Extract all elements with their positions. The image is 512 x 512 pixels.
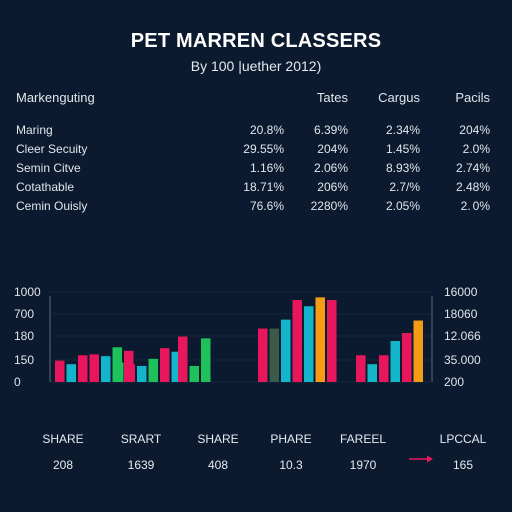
table-cell: 2. 0%: [460, 199, 490, 213]
summary-item: PHARE 10.3: [256, 432, 326, 472]
table-cell: 2280%: [310, 199, 348, 213]
bar: [66, 364, 76, 382]
header-col-3: Pacils: [455, 90, 490, 105]
summary-item: LPCCAL 165: [428, 432, 498, 472]
table-cell: 20.8%: [249, 123, 284, 137]
bar: [413, 320, 423, 382]
summary-item: FAREEL 1970: [328, 432, 398, 472]
summary-value: 208: [52, 458, 74, 472]
header-col-2: Cargus: [378, 90, 420, 105]
bar: [171, 351, 181, 382]
table-cell: 2.7/%: [389, 180, 420, 194]
table-cell: 2.74%: [455, 161, 490, 175]
table-cell: 1.16%: [249, 161, 284, 175]
bar: [379, 355, 389, 382]
bar: [356, 355, 366, 382]
row-label: Cotathable: [16, 180, 75, 194]
bar: [367, 364, 377, 382]
left-tick-label: 1000: [14, 285, 41, 299]
bar-chart: 1000 700 180 150 0 16000 18060 12.066 35.000 200: [14, 285, 481, 389]
bar: [125, 364, 135, 382]
summary-label: SHARE: [42, 432, 84, 446]
bar: [89, 354, 99, 382]
bar: [160, 348, 170, 382]
bar: [101, 356, 111, 382]
table-cell: 2.48%: [455, 180, 490, 194]
arrow-right-icon: [409, 455, 433, 463]
table-cell: 2.0%: [462, 142, 490, 156]
bar: [148, 358, 158, 382]
bar: [189, 365, 199, 382]
left-tick-label: 150: [14, 353, 34, 367]
table-cell: 204%: [317, 142, 348, 156]
table-cell: 2.06%: [313, 161, 348, 175]
table-cell: 76.6%: [249, 199, 284, 213]
table-row: Semin Citve 1.16% 2.06% 8.93% 2.74%: [16, 159, 490, 178]
table-row: Cleer Secuity 29.55% 204% 1.45% 2.0%: [16, 140, 490, 159]
table-header-row: Markenguting Tates Cargus Pacils: [16, 86, 490, 121]
header-col-1: Tates: [316, 90, 348, 105]
summary-item: SHARE 208: [28, 432, 98, 472]
table-cell: 18.71%: [243, 180, 284, 194]
header-blank: [186, 86, 284, 121]
right-tick-label: 35.000: [444, 353, 481, 367]
summary-value: 1970: [349, 458, 377, 472]
bar: [201, 338, 211, 382]
table-row: Cemin Ouisly 76.6% 2280% 2.05% 2. 0%: [16, 197, 490, 216]
bar: [390, 341, 400, 382]
table-row: Cotathable 18.71% 206% 2.7/% 2.48%: [16, 178, 490, 197]
right-tick-label: 16000: [444, 285, 478, 299]
summary-item: SRART 1639: [106, 432, 176, 472]
table-cell: 1.45%: [385, 142, 420, 156]
table-cell: 29.55%: [243, 142, 284, 156]
table-row: Maring 20.8% 6.39% 2.34% 204%: [16, 121, 490, 140]
row-label: Maring: [16, 123, 53, 137]
row-label: Cleer Secuity: [16, 142, 88, 156]
bar: [114, 362, 124, 382]
chart-subtitle: By 100 |uether 2012): [190, 58, 322, 74]
bar: [327, 300, 337, 382]
summary-value: 10.3: [279, 458, 303, 472]
table-cell: 2.05%: [385, 199, 420, 213]
summary-value: 408: [207, 458, 229, 472]
table-cell: 204%: [459, 123, 490, 137]
summary-item: SHARE 408: [183, 432, 253, 472]
bar: [137, 365, 147, 382]
bar: [304, 306, 314, 382]
summary-value: 1639: [127, 458, 155, 472]
bar: [178, 336, 188, 382]
summary-value: 165: [452, 458, 474, 472]
table-cell: 206%: [317, 180, 348, 194]
bar: [315, 297, 325, 382]
row-label: Semin Citve: [16, 161, 81, 175]
bar: [78, 355, 88, 382]
summary-label: SRART: [120, 432, 162, 446]
left-tick-label: 0: [14, 375, 21, 389]
summary-label: PHARE: [270, 432, 312, 446]
bar: [258, 328, 268, 382]
right-tick-label: 200: [444, 375, 464, 389]
summary-label: FAREEL: [339, 432, 387, 446]
stats-table: Markenguting Tates Cargus Pacils Maring …: [16, 86, 490, 216]
bar: [402, 333, 412, 382]
left-tick-label: 700: [14, 307, 34, 321]
summary-label: LPCCAL: [439, 432, 487, 446]
chart-title: PET MARREN CLASSERS: [130, 30, 382, 52]
bar: [281, 319, 291, 382]
right-tick-label: 18060: [444, 307, 478, 321]
bar: [55, 360, 65, 382]
bar: [269, 328, 279, 382]
bar: [292, 300, 302, 382]
summary-footer: SHARE 208 SRART 1639 SHARE 408 PHARE 10.…: [28, 432, 498, 482]
table-cell: 6.39%: [313, 123, 348, 137]
table-cell: 8.93%: [385, 161, 420, 175]
right-tick-label: 12.066: [444, 329, 481, 343]
row-label: Cemin Ouisly: [16, 199, 88, 213]
left-tick-label: 180: [14, 329, 34, 343]
summary-label: SHARE: [197, 432, 239, 446]
header-label: Markenguting: [16, 90, 95, 105]
table-cell: 2.34%: [385, 123, 420, 137]
